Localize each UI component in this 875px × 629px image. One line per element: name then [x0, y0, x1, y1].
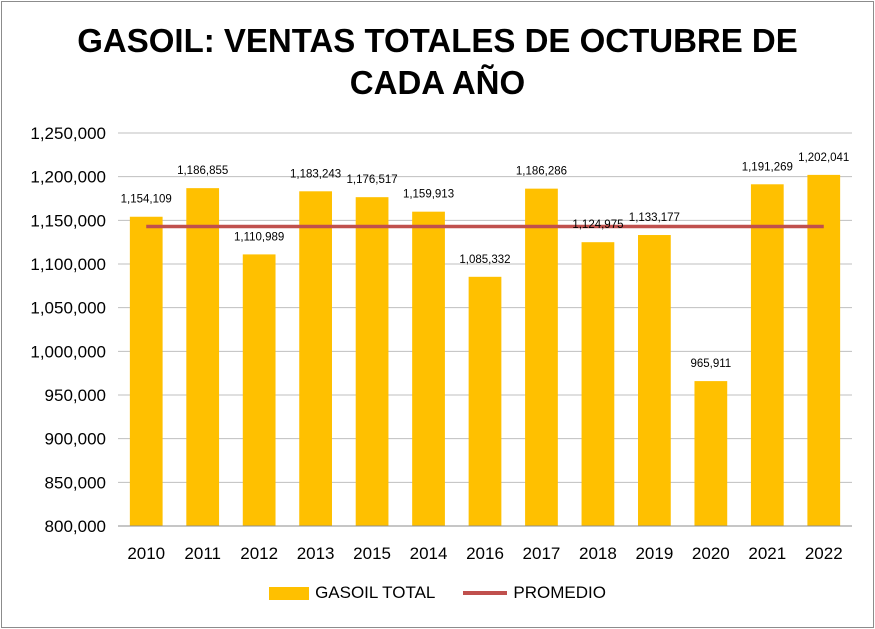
chart-legend: GASOIL TOTAL PROMEDIO [0, 583, 875, 603]
x-tick-label: 2013 [297, 544, 335, 563]
y-tick-label: 1,100,000 [30, 255, 106, 274]
x-tick-label: 2015 [353, 544, 391, 563]
data-label: 1,110,989 [234, 231, 284, 243]
data-label: 1,133,177 [629, 212, 680, 224]
data-label: 1,176,517 [346, 174, 397, 186]
x-tick-label: 2020 [692, 544, 730, 563]
x-tick-label: 2010 [127, 544, 165, 563]
data-label: 1,191,269 [742, 161, 793, 173]
data-label: 1,186,855 [177, 165, 228, 177]
y-tick-label: 1,150,000 [30, 211, 106, 230]
bar [807, 174, 841, 526]
x-tick-label: 2022 [805, 544, 843, 563]
data-label: 1,085,332 [459, 254, 510, 266]
y-tick-label: 1,250,000 [30, 124, 106, 143]
data-label: 1,154,109 [121, 194, 172, 206]
data-label: 1,186,286 [516, 166, 567, 178]
x-tick-label: 2014 [410, 544, 448, 563]
bar [186, 188, 220, 526]
x-tick-label: 2016 [466, 544, 504, 563]
bar [638, 235, 671, 526]
bar [355, 197, 389, 526]
bar [525, 188, 558, 526]
bar [468, 276, 502, 526]
y-tick-label: 1,050,000 [30, 299, 106, 318]
legend-swatch-gasoil [269, 586, 310, 600]
chart-title-line2: CADA AÑO [349, 64, 526, 101]
bar [694, 381, 728, 526]
legend-label-promedio: PROMEDIO [513, 583, 606, 602]
y-tick-label: 950,000 [45, 386, 106, 405]
bar [129, 216, 163, 526]
chart-title-line1: GASOIL: VENTAS TOTALES DE OCTUBRE DE [77, 22, 798, 59]
bar [581, 242, 615, 526]
y-tick-label: 1,000,000 [30, 342, 106, 361]
bar [412, 211, 445, 527]
data-label: 1,124,975 [572, 219, 623, 231]
data-label: 1,202,041 [798, 152, 849, 164]
y-tick-label: 850,000 [45, 473, 106, 492]
x-tick-label: 2012 [240, 544, 278, 563]
x-tick-label: 2011 [184, 544, 221, 563]
y-tick-label: 1,200,000 [30, 168, 106, 187]
bar [242, 254, 276, 526]
data-label: 1,183,243 [290, 168, 341, 180]
y-tick-label: 800,000 [45, 517, 106, 536]
legend-swatch-promedio [463, 591, 508, 595]
legend-label-gasoil: GASOIL TOTAL [315, 583, 436, 602]
legend-item-gasoil: GASOIL TOTAL [269, 583, 435, 603]
bar [299, 191, 332, 526]
data-label: 1,159,913 [403, 189, 454, 201]
data-label: 965,911 [690, 358, 731, 370]
x-tick-label: 2018 [579, 544, 617, 563]
chart-title: GASOIL: VENTAS TOTALES DE OCTUBRE DE CAD… [0, 20, 875, 104]
x-tick-label: 2021 [748, 544, 786, 563]
bar [750, 184, 784, 526]
x-tick-label: 2017 [523, 544, 561, 563]
legend-item-promedio: PROMEDIO [463, 583, 606, 603]
y-tick-label: 900,000 [45, 430, 106, 449]
x-tick-label: 2019 [635, 544, 673, 563]
